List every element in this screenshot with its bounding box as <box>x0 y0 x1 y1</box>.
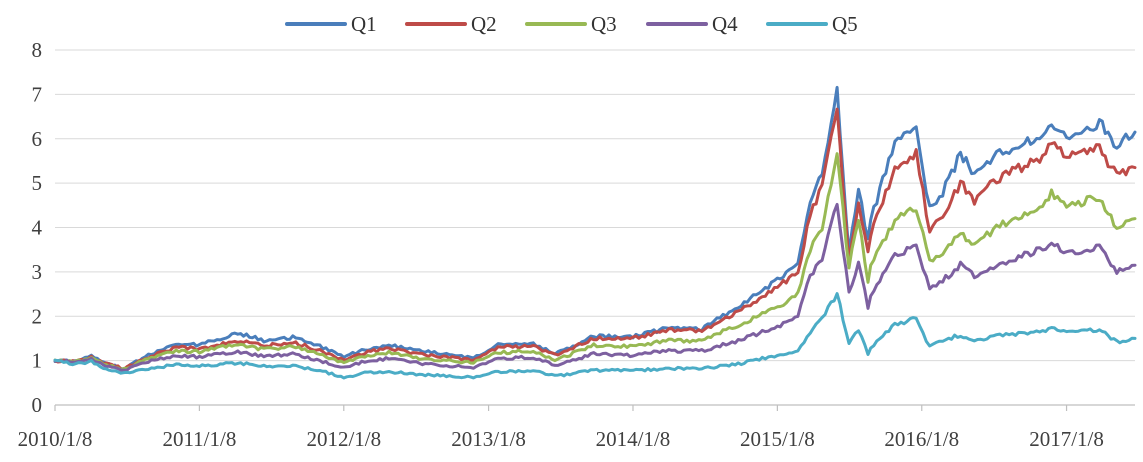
legend-label-q5: Q5 <box>832 12 858 36</box>
gridlines <box>55 49 1135 362</box>
series-layer <box>53 85 1137 380</box>
x-tick-label: 2015/1/8 <box>740 427 815 451</box>
legend-label-q1: Q1 <box>351 12 377 36</box>
y-tick-label: 8 <box>32 38 43 62</box>
y-tick-label: 6 <box>32 127 43 151</box>
legend-label-q3: Q3 <box>591 12 617 36</box>
x-tick-label: 2014/1/8 <box>596 427 671 451</box>
series-line-q1 <box>53 85 1137 371</box>
series-line-q2 <box>53 107 1137 371</box>
y-tick-label: 2 <box>32 304 43 328</box>
x-tick-label: 2016/1/8 <box>884 427 959 451</box>
y-tick-label: 7 <box>32 82 43 106</box>
y-tick-label: 3 <box>32 260 43 284</box>
x-tick-label: 2010/1/8 <box>18 427 93 451</box>
series-line-q4 <box>53 202 1137 372</box>
x-tick-label: 2017/1/8 <box>1029 427 1104 451</box>
x-tick-label: 2011/1/8 <box>162 427 236 451</box>
y-tick-label: 4 <box>32 216 43 240</box>
series-line-q5 <box>53 292 1137 380</box>
legend: Q1 Q2 Q3 Q4 Q5 <box>285 12 858 36</box>
y-tick-label: 5 <box>32 171 43 195</box>
x-tick-label: 2012/1/8 <box>306 427 381 451</box>
axes: 0 1 2 3 4 5 6 7 8 2010/1/8 2011/1/8 2012/1/8 2013/1/… <box>18 38 1135 451</box>
y-tick-label: 1 <box>32 349 43 373</box>
x-tick-label: 2013/1/8 <box>451 427 526 451</box>
legend-label-q4: Q4 <box>712 12 738 36</box>
legend-label-q2: Q2 <box>471 12 497 36</box>
y-tick-label: 0 <box>32 393 43 417</box>
series-line-q3 <box>53 152 1137 372</box>
